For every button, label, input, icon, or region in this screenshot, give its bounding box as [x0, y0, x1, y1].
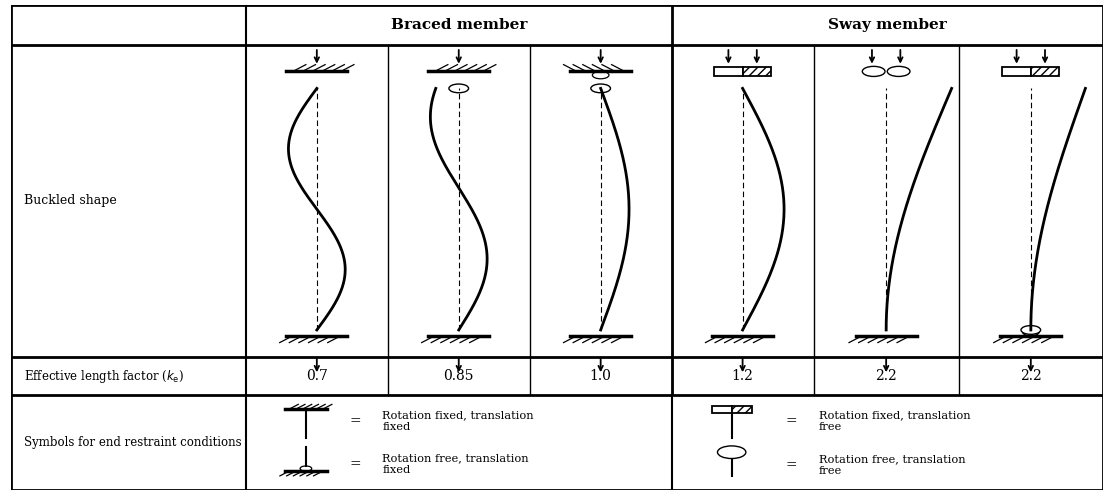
Circle shape: [590, 84, 610, 93]
Text: =: =: [349, 414, 361, 428]
Text: Symbols for end restraint conditions: Symbols for end restraint conditions: [25, 436, 242, 449]
Bar: [732, 406, 752, 412]
Text: Buckled shape: Buckled shape: [25, 194, 117, 207]
Text: =: =: [349, 457, 361, 472]
Bar: [1030, 66, 1059, 76]
Text: 0.7: 0.7: [306, 369, 328, 383]
Text: Rotation free, translation
free: Rotation free, translation free: [819, 454, 966, 476]
Text: 2.2: 2.2: [1020, 369, 1042, 383]
Text: Effective length factor ($k_\mathrm{e}$): Effective length factor ($k_\mathrm{e}$): [25, 368, 184, 385]
Text: Rotation free, translation
fixed: Rotation free, translation fixed: [382, 454, 529, 475]
Text: 1.0: 1.0: [589, 369, 612, 383]
Circle shape: [449, 84, 469, 93]
Bar: [743, 66, 771, 76]
Text: =: =: [785, 458, 798, 472]
Text: 0.85: 0.85: [443, 369, 473, 383]
Text: Rotation fixed, translation
free: Rotation fixed, translation free: [819, 410, 970, 432]
Text: Sway member: Sway member: [828, 18, 947, 32]
Text: 1.2: 1.2: [732, 369, 753, 383]
Text: 2.2: 2.2: [876, 369, 897, 383]
Bar: [714, 66, 743, 76]
Text: Rotation fixed, translation
fixed: Rotation fixed, translation fixed: [382, 410, 534, 432]
Bar: [712, 406, 732, 412]
Circle shape: [1020, 326, 1040, 334]
Text: Braced member: Braced member: [391, 18, 527, 32]
Bar: [1003, 66, 1030, 76]
Text: =: =: [785, 414, 798, 428]
